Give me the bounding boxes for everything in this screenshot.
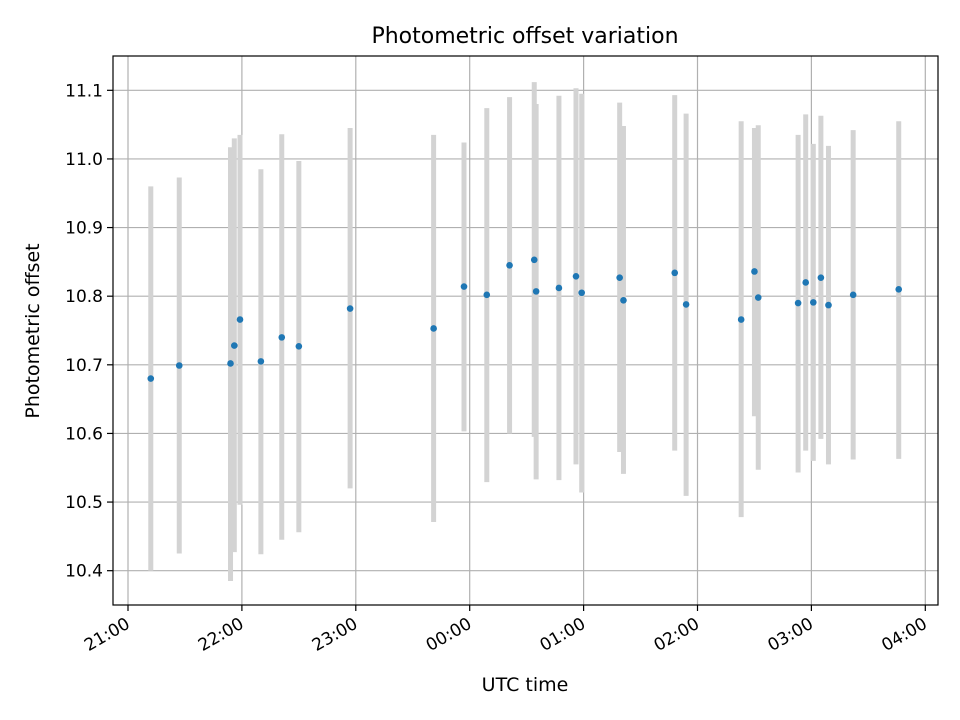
data-point [227,360,234,367]
data-point [346,305,354,312]
y-tick-label: 10.9 [65,219,103,239]
data-point [671,269,679,277]
data-point [751,268,758,275]
data-point [257,358,265,365]
data-point [231,342,238,349]
data-point [809,299,817,306]
y-axis-ticks: 10.4 10.5 10.6 10.7 10.8 10.9 11.0 11.1 [65,81,113,582]
y-tick-label: 11.0 [65,150,103,170]
data-point [682,301,690,308]
data-point [849,291,857,299]
data-point [460,283,468,290]
data-point [295,342,303,350]
data-point [572,272,580,280]
data-point [825,301,832,309]
data-point [430,325,437,332]
chart-title: Photometric offset variation [371,24,678,49]
x-axis-label: UTC time [482,674,569,696]
data-point [754,294,762,301]
data-point [817,274,825,281]
data-point [794,299,802,307]
data-point [555,284,563,292]
y-tick-label: 10.7 [65,356,103,376]
data-point [236,316,244,323]
data-point [532,288,540,295]
data-point [278,334,286,341]
y-tick-label: 10.6 [65,424,103,444]
data-points [147,256,903,382]
data-point [175,362,183,369]
y-tick-label: 10.5 [65,493,103,513]
y-tick-label: 10.8 [65,287,103,307]
y-axis-label: Photometric offset [22,243,44,418]
data-point [506,262,513,269]
data-point [578,289,586,297]
data-point [530,256,538,264]
plot-frame [112,55,939,606]
data-point [895,286,903,293]
y-tick-label: 10.4 [65,562,103,582]
data-point [737,316,745,323]
data-point [620,297,627,304]
data-point [616,274,623,281]
y-tick-label: 11.1 [65,81,103,101]
data-point [483,291,491,299]
data-point [802,279,810,286]
data-point [147,375,155,382]
